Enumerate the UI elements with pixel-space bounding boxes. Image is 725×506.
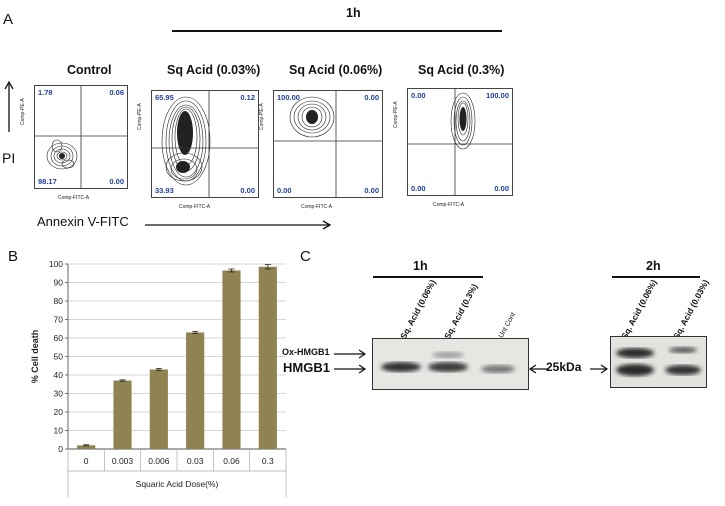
plot-frame: 1.78 0.06 98.17 0.00 xyxy=(34,85,128,189)
panel-letter-b: B xyxy=(8,248,19,265)
blot-time-bar-2h xyxy=(612,276,700,278)
annexin-axis-label: Annexin V-FITC xyxy=(37,214,129,229)
lane-label: Sq. Acid (0.3%) xyxy=(442,282,480,341)
quadrant-ll: 0.00 xyxy=(411,184,426,193)
blot-2h-bands xyxy=(611,337,706,387)
bar xyxy=(149,369,168,449)
plot-x-label: Comp-FITC-A xyxy=(301,204,333,210)
ox-hmgb1-arrow xyxy=(334,347,368,365)
quadrant-ur: 0.12 xyxy=(240,93,255,102)
quadrant-ur: 0.00 xyxy=(364,93,379,102)
blot-time-1h: 1h xyxy=(413,259,428,273)
contour-plot xyxy=(408,89,512,195)
panel-letter-a: A xyxy=(3,11,14,28)
hmgb1-arrow xyxy=(334,362,368,380)
bar-chart: 0 10 20 30 40 50 60 70 80 90 100 0 0.003 0.006 0.03 0.0… xyxy=(28,258,298,503)
quadrant-ll: 33.93 xyxy=(155,186,174,195)
hmgb1-label: HMGB1 xyxy=(283,360,330,375)
quadrant-ul: 65.95 xyxy=(155,93,174,102)
plot-title-sq-006: Sq Acid (0.06%) xyxy=(289,63,383,77)
panel-letter-c: C xyxy=(300,248,311,265)
blot-1h-bands xyxy=(373,339,528,389)
x-tick-label: 0.003 xyxy=(112,456,134,466)
y-tick-label: 0 xyxy=(58,444,63,454)
quadrant-ul: 1.78 xyxy=(38,88,53,97)
lane-label: Sq. Acid (0.06%) xyxy=(619,277,659,341)
annexin-axis-arrow xyxy=(145,218,335,236)
x-tick-label: 0.006 xyxy=(148,456,170,466)
plot-x-label: Comp-FITC-A xyxy=(58,195,90,201)
quadrant-ur: 100.00 xyxy=(486,91,509,100)
blot-time-bar-1h xyxy=(373,276,483,278)
y-tick-label: 10 xyxy=(54,426,64,436)
contour-plot xyxy=(274,91,382,197)
plot-y-label: Comp-PE-A xyxy=(20,98,26,125)
ox-hmgb1-label: Ox-HMGB1 xyxy=(282,347,330,357)
marker-25kda: 25kDa xyxy=(546,360,582,374)
y-tick-label: 20 xyxy=(54,407,64,417)
lane-label: Unt Cont xyxy=(498,311,518,340)
quadrant-ll: 0.00 xyxy=(277,186,292,195)
plot-y-label: Comp-PE-A xyxy=(393,101,399,128)
pi-axis-arrow xyxy=(3,80,15,137)
pi-axis-label: PI xyxy=(2,150,16,166)
plot-title-sq-03: Sq Acid (0.3%) xyxy=(418,63,505,77)
quadrant-ur: 0.06 xyxy=(109,88,124,97)
y-tick-label: 30 xyxy=(54,389,64,399)
y-axis-label: % Cell death xyxy=(30,330,40,384)
lane-label: Sq. Acid (0.03%) xyxy=(671,277,711,341)
plot-title-sq-003: Sq Acid (0.03%) xyxy=(167,63,261,77)
bar xyxy=(77,445,96,449)
quadrant-lr: 0.00 xyxy=(364,186,379,195)
quadrant-lr: 0.00 xyxy=(240,186,255,195)
blot-1h xyxy=(372,338,529,390)
plot-title-control: Control xyxy=(67,63,112,77)
y-tick-label: 100 xyxy=(49,259,63,269)
quadrant-ul: 0.00 xyxy=(411,91,426,100)
plot-frame: 65.95 0.12 33.93 0.00 xyxy=(151,90,259,198)
bar-chart-svg: 0 10 20 30 40 50 60 70 80 90 100 0 0.003 0.006 0.03 0.0… xyxy=(30,259,287,497)
y-tick-label: 50 xyxy=(54,352,64,362)
contour-plot xyxy=(152,91,258,197)
y-tick-label: 60 xyxy=(54,333,64,343)
quadrant-ul: 100.00 xyxy=(277,93,300,102)
plot-x-label: Comp-FITC-A xyxy=(179,204,211,210)
bar xyxy=(258,266,277,449)
y-tick-label: 80 xyxy=(54,296,64,306)
plot-frame: 0.00 100.00 0.00 0.00 xyxy=(407,88,513,196)
bar xyxy=(186,332,205,449)
quadrant-lr: 0.00 xyxy=(109,177,124,186)
x-axis-label: Squaric Acid Dose(%) xyxy=(136,479,219,489)
panel-a-time-bar xyxy=(172,30,502,32)
plot-x-label: Comp-FITC-A xyxy=(433,202,465,208)
lane-label: Sq. Acid (0.06%) xyxy=(398,277,438,341)
blot-time-2h: 2h xyxy=(646,259,661,273)
blot-2h xyxy=(610,336,707,388)
plot-y-label: Comp-PE-A xyxy=(137,103,143,130)
plot-frame: 100.00 0.00 0.00 0.00 xyxy=(273,90,383,198)
x-tick-label: 0 xyxy=(84,456,89,466)
x-tick-label: 0.3 xyxy=(262,456,274,466)
x-tick-label: 0.06 xyxy=(223,456,240,466)
quadrant-ll: 98.17 xyxy=(38,177,57,186)
quadrant-lr: 0.00 xyxy=(494,184,509,193)
plot-y-label: Comp-PE-A xyxy=(259,103,265,130)
bar xyxy=(222,270,241,449)
panel-a-time-label: 1h xyxy=(346,6,361,20)
contour-plot xyxy=(35,86,127,188)
x-tick-label: 0.03 xyxy=(187,456,204,466)
bar xyxy=(113,380,132,449)
marker-left-arrow xyxy=(528,362,548,380)
marker-right-arrow xyxy=(590,362,610,380)
y-tick-label: 70 xyxy=(54,315,64,325)
y-tick-label: 90 xyxy=(54,278,64,288)
y-tick-label: 40 xyxy=(54,370,64,380)
